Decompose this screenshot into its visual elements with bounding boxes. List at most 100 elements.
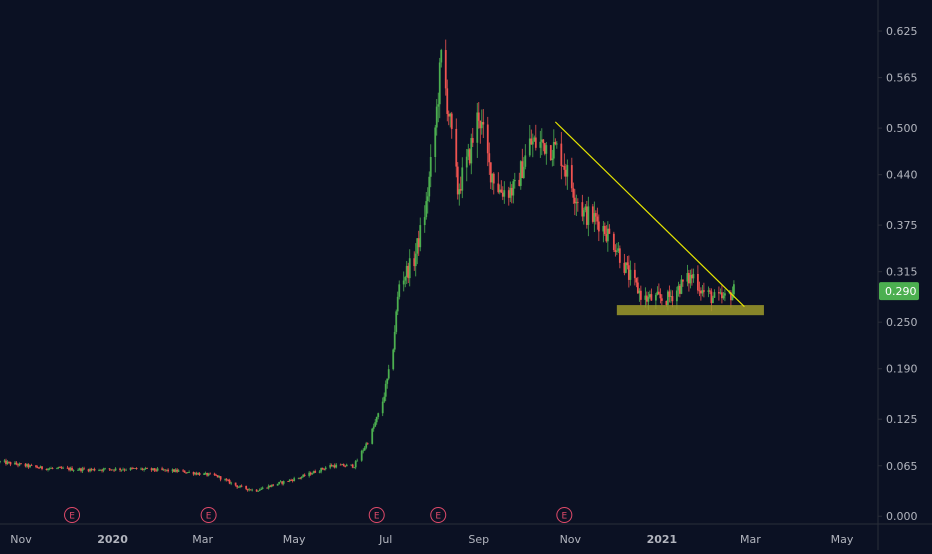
candle-body [167,469,169,472]
candle-body [510,187,513,196]
candle-body [447,113,450,117]
candle-body [102,468,105,471]
price-tick-label: 0.315 [886,266,918,279]
candle-body [39,466,42,469]
price-tick-label: 0.125 [886,413,918,426]
candle-body [450,113,453,129]
candle-body [425,201,428,218]
candle-body [566,165,569,177]
candle-body [414,253,417,267]
candle-body [423,217,426,226]
candle-body [718,292,720,294]
candle-body [543,143,546,154]
candle-body [293,478,296,481]
candle-body [636,282,639,294]
candle-body [69,467,72,471]
candle-body [591,206,594,222]
candle-body [417,238,420,248]
candle-body [519,161,522,186]
candle-body [712,297,714,304]
candle-body [81,468,84,472]
candle-body [501,192,504,197]
candle-body [531,141,534,145]
candle-body [245,485,248,489]
candle-body [59,467,61,468]
candle-body [353,467,356,469]
candle-body [660,298,663,301]
candle-body [687,272,690,284]
candle-body [435,106,438,128]
candle-body [300,476,303,478]
candle-body [312,471,315,474]
candle-body [155,470,157,472]
candle-body [246,488,249,491]
candle-body [605,234,608,242]
price-tick-label: 0.500 [886,122,918,135]
candle-body [671,296,674,302]
earnings-marker-circle [64,507,81,523]
candle-body [291,479,294,481]
candle-body [30,465,33,466]
candle-body [3,460,6,462]
candle-body [188,471,191,473]
candle-body [597,221,600,232]
candle-body [324,467,327,470]
candle-body [681,279,684,282]
candle-body [48,468,51,470]
candle-body [561,165,564,167]
candle-body [581,202,584,217]
candle-body [45,468,48,470]
candle-body [534,137,537,148]
earnings-marker-circle [368,507,385,523]
candle-body [699,290,702,294]
candle-body [730,292,732,301]
candle-body [468,149,471,164]
candle-body [216,475,219,478]
candle-body [707,290,710,292]
candle-body [627,265,630,280]
candles-layer [0,39,735,492]
candle-body [719,292,722,294]
support-zone [616,305,764,316]
candle-body [215,475,218,476]
candle-body [709,290,711,292]
candle-body [512,181,515,196]
time-tick-label: Nov [560,533,582,546]
candle-body [624,262,627,273]
candle-body [363,447,366,451]
candle-body [281,481,284,484]
candle-body [27,464,30,468]
candle-body [650,294,653,301]
candle-body [416,238,419,254]
candle-body [710,291,713,304]
candle-body [668,291,671,297]
candle-body [113,469,115,471]
candle-body [428,176,431,197]
candle-body [570,165,573,189]
earnings-marker-circle [200,507,217,523]
candle-body [456,166,459,195]
last-price-label: 0.290 [885,285,917,298]
time-axis: Nov 2020 Mar May Jul Sep Nov 2021 Mar May [10,533,854,546]
candle-body [198,473,201,475]
candle-body [647,297,650,302]
candle-body [572,188,575,198]
candle-body [542,139,545,144]
candle-body [429,157,432,177]
candle-body [488,153,491,163]
candle-body [713,292,716,298]
candle-body [582,210,585,217]
candle-body [335,464,338,468]
time-tick-label: Nov [10,533,32,546]
candle-body [540,139,543,142]
candle-body [150,468,153,471]
candle-body [477,112,480,121]
candle-body [5,460,7,465]
candle-body [132,468,135,469]
candle-body [321,467,324,470]
candle-body [554,141,557,145]
